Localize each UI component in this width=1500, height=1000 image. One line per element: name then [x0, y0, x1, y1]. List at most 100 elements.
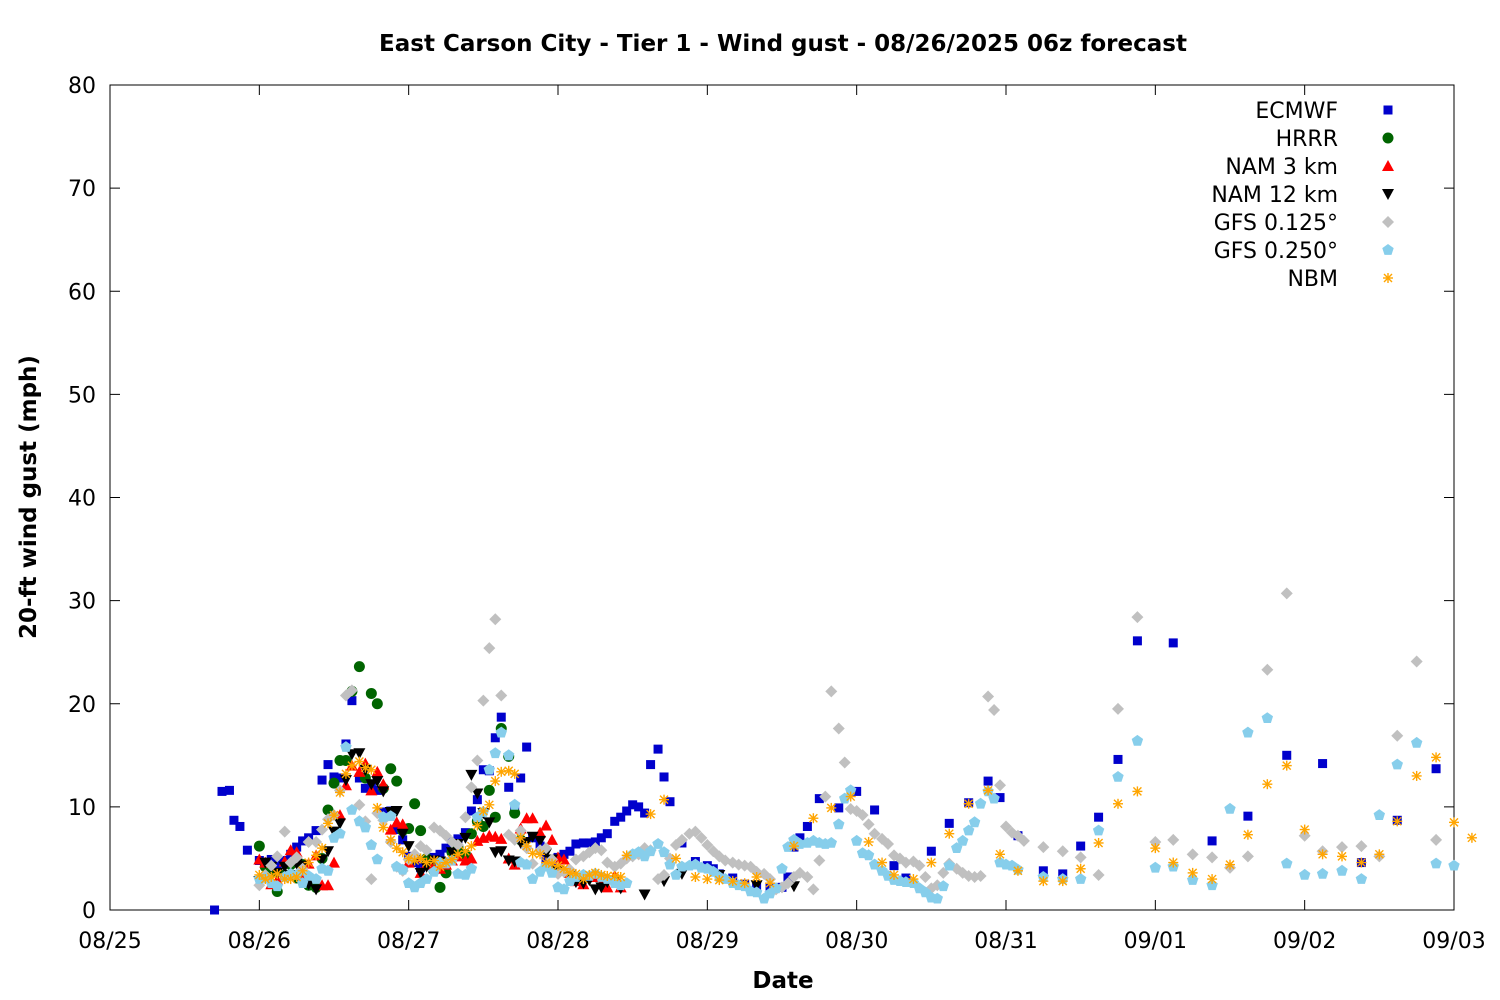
gfs-0-250-point [1411, 736, 1423, 748]
nam-3-km-point [546, 833, 559, 845]
ecmwf-point [870, 805, 880, 815]
nam-3-km-point [465, 852, 478, 864]
nam-12-km-point [402, 841, 415, 853]
legend-label-ecmwf: ECMWF [1255, 99, 1338, 124]
ecmwf-point [347, 696, 357, 706]
nbm-point [944, 828, 955, 839]
hrrr-point [253, 840, 265, 852]
nbm-point [323, 818, 334, 829]
gfs-0-250-point [526, 873, 539, 884]
gfs-0-125-point [1037, 841, 1050, 854]
legend-marker-ecmwf [1383, 105, 1393, 115]
data-series [210, 587, 1477, 915]
gfs-0-250-point [365, 839, 377, 850]
nbm-point [311, 850, 322, 861]
gfs-0-250-point [1261, 712, 1273, 723]
nbm-point [570, 868, 581, 879]
ecmwf-point [398, 835, 408, 845]
gfs-0-250-point [371, 853, 383, 865]
series-gfs-0-125 [253, 587, 1443, 896]
nbm-point [415, 853, 426, 864]
ecmwf-point [466, 806, 476, 816]
nbm-point [385, 834, 396, 845]
nbm-point [1113, 798, 1123, 809]
ecmwf-point [224, 785, 234, 795]
gfs-0-125-point [781, 877, 794, 890]
nbm-point [714, 875, 725, 886]
x-tick-label: 08/25 [78, 929, 141, 954]
x-tick-label: 09/01 [1124, 929, 1187, 954]
nam-12-km-point [414, 867, 427, 879]
nbm-point [378, 822, 389, 833]
ecmwf-point [889, 861, 899, 871]
gfs-0-125-point [1336, 841, 1348, 854]
nbm-point [509, 768, 520, 779]
ecmwf-point [329, 772, 339, 782]
gfs-0-250-point [644, 845, 657, 857]
nbm-point [1187, 867, 1198, 878]
gfs-0-125-point [658, 868, 671, 881]
gfs-0-125-point [420, 844, 433, 857]
nbm-point [1411, 770, 1422, 781]
nbm-point [429, 855, 440, 866]
nbm-point [751, 872, 762, 882]
ecmwf-point [392, 825, 402, 835]
gfs-0-125-point [819, 790, 832, 803]
gfs-0-125-point [862, 818, 875, 831]
ecmwf-point [229, 815, 239, 825]
gfs-0-125-point [495, 689, 508, 702]
gfs-0-125-point [856, 809, 869, 822]
chart-title: East Carson City - Tier 1 - Wind gust - … [379, 31, 1187, 57]
nbm-point [484, 799, 495, 810]
nam-12-km-point [445, 847, 458, 859]
gfs-0-250-point [1430, 857, 1442, 869]
ecmwf-point [478, 765, 488, 775]
ecmwf-point [1038, 866, 1048, 876]
nbm-point [558, 863, 569, 874]
nam-12-km-point [316, 854, 329, 866]
ecmwf-point [628, 800, 638, 810]
nbm-point [527, 848, 538, 859]
nam-3-km-point [328, 856, 340, 868]
gfs-0-125-point [994, 779, 1007, 792]
nbm-point [659, 794, 670, 805]
legend-marker-nam-12-km [1382, 189, 1394, 200]
nbm-point [690, 872, 701, 882]
gfs-0-250-point [770, 882, 782, 894]
nam-12-km-point [333, 818, 346, 830]
ecmwf-point [1094, 812, 1104, 822]
gfs-0-250-point [1281, 857, 1293, 869]
gfs-0-125-point [290, 851, 303, 864]
nam-12-km-point [471, 788, 484, 800]
ecmwf-point [311, 826, 321, 836]
nbm-point [645, 809, 656, 820]
gfs-0-250-point [963, 824, 975, 836]
gfs-0-250-point [489, 747, 501, 759]
gfs-0-250-point [670, 868, 682, 880]
nbm-point [1337, 851, 1347, 862]
x-tick-label: 08/29 [676, 929, 739, 954]
gfs-0-250-point [334, 827, 346, 839]
x-tick-label: 08/26 [228, 929, 291, 954]
gfs-0-125-point [813, 854, 826, 867]
nam-12-km-point [259, 857, 272, 869]
ecmwf-point [217, 786, 227, 796]
series-ecmwf [210, 636, 1441, 915]
gfs-0-125-point [832, 722, 845, 735]
gfs-0-125-point [302, 835, 315, 848]
gfs-0-250-point [1299, 868, 1311, 880]
ecmwf-point [298, 836, 308, 846]
gfs-0-250-point [833, 818, 845, 830]
gfs-0-125-point [1000, 820, 1012, 833]
nbm-point [515, 832, 526, 843]
gfs-0-125-point [451, 839, 464, 852]
gfs-0-250-point [1112, 771, 1124, 782]
nam-3-km-point [495, 832, 508, 844]
nbm-point [1392, 816, 1403, 827]
ecmwf-point [795, 833, 805, 843]
nbm-point [490, 776, 501, 787]
nbm-point [845, 791, 856, 802]
gfs-0-125-point [1206, 851, 1219, 864]
nbm-point [739, 878, 750, 889]
gfs-0-250-point [509, 798, 521, 810]
